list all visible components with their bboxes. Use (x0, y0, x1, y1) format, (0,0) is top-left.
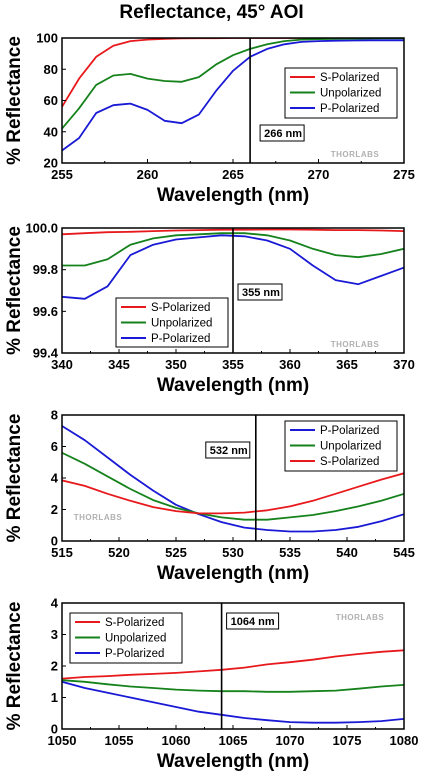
y-tick-label: 2 (51, 502, 58, 517)
series-line-unpolarized (62, 451, 404, 521)
x-tick-label: 545 (393, 545, 415, 560)
x-tick-label: 535 (279, 545, 301, 560)
x-tick-label: 525 (165, 545, 187, 560)
y-tick-label: 0 (51, 534, 58, 549)
legend-entry: S-Polarized (320, 72, 379, 84)
y-axis-label: % Reflectance (4, 36, 25, 165)
legend-entry: Unpolarized (320, 88, 381, 100)
series-line-p-polarized (62, 39, 404, 152)
y-tick-label: 99.4 (33, 346, 59, 361)
y-tick-label: 40 (44, 124, 58, 139)
x-axis-label: Wavelength (nm) (157, 185, 309, 206)
legend: S-Polarized Unpolarized P-Polarized (284, 67, 398, 119)
x-tick-label: 365 (336, 357, 358, 372)
legend-entry: P-Polarized (105, 648, 164, 660)
y-axis-label: % Reflectance (4, 602, 25, 731)
x-tick-label: 265 (222, 167, 244, 182)
marker-label: 355 nm (242, 287, 280, 299)
x-tick-label: 1060 (162, 733, 191, 748)
series-line-s-polarized (62, 472, 404, 515)
marker-label-box (237, 283, 283, 301)
y-axis-label: % Reflectance (4, 226, 25, 355)
y-tick-label: 6 (51, 439, 58, 454)
legend-entry: Unpolarized (151, 318, 212, 330)
x-tick-label: 275 (393, 167, 415, 182)
legend-entry: P-Polarized (320, 103, 379, 115)
series-line-p-polarized (62, 680, 404, 724)
y-tick-label: 99.6 (33, 304, 58, 319)
x-tick-label: 360 (279, 357, 301, 372)
x-tick-label: 350 (165, 357, 187, 372)
y-tick-label: 1 (51, 690, 58, 705)
series-line-unpolarized (62, 679, 404, 693)
x-tick-label: 370 (393, 357, 415, 372)
y-tick-label: 99.8 (33, 262, 58, 277)
series-line-s-polarized (62, 38, 404, 108)
page-title: Reflectance, 45° AOI (119, 2, 304, 23)
x-tick-label: 515 (51, 545, 73, 560)
x-tick-label: 1080 (390, 733, 419, 748)
watermark-logo: THORLABS (74, 513, 123, 522)
marker-label-box (226, 612, 280, 630)
chart-panel-4: THORLABS 1064 nm 1050 1055 1060 1065 1070 1075 1… (4, 596, 418, 773)
x-tick-label: 270 (308, 167, 330, 182)
y-axis-label: % Reflectance (4, 414, 25, 543)
y-tick-label: 20 (44, 156, 58, 171)
y-tick-label: 60 (44, 93, 58, 108)
y-tick-label: 3 (51, 627, 58, 642)
y-tick-label: 4 (51, 596, 59, 611)
chart-panel-3: THORLABS 532 nm 515 520 525 530 535 540 545 0 2 4 6 8… (4, 408, 415, 585)
legend: P-Polarized Unpolarized S-Polarized (284, 420, 398, 472)
legend-entry: P-Polarized (151, 333, 210, 345)
legend-entry: S-Polarized (105, 617, 164, 629)
x-axis-label: Wavelength (nm) (157, 375, 309, 396)
x-tick-label: 1065 (219, 733, 248, 748)
watermark-logo: THORLABS (331, 340, 380, 349)
series-line-p-polarized (62, 425, 404, 533)
x-tick-label: 1070 (276, 733, 305, 748)
legend-entry: Unpolarized (320, 441, 381, 453)
marker-label: 532 nm (210, 445, 248, 457)
chart-panel-2: THORLABS 355 nm 340 345 350 355 360 365 370 99.4 9… (4, 221, 415, 397)
x-tick-label: 540 (336, 545, 358, 560)
x-tick-label: 260 (137, 167, 159, 182)
legend-entry: S-Polarized (151, 302, 210, 314)
legend: S-Polarized Unpolarized P-Polarized (115, 297, 229, 348)
marker-label: 1064 nm (231, 616, 275, 628)
x-tick-label: 355 (222, 357, 244, 372)
y-tick-label: 8 (51, 408, 58, 423)
y-tick-label: 100 (36, 31, 58, 46)
chart-panel-1: THORLABS 266 nm 255 260 265 270 275 20 40 60 80 100… (4, 31, 415, 207)
watermark-logo: THORLABS (336, 613, 385, 622)
x-tick-label: 1075 (333, 733, 362, 748)
x-tick-label: 1050 (48, 733, 77, 748)
x-axis-label: Wavelength (nm) (157, 751, 309, 772)
legend-entry: S-Polarized (320, 456, 379, 468)
y-tick-label: 80 (44, 62, 58, 77)
marker-label-box (259, 124, 305, 142)
watermark-logo: THORLABS (331, 150, 380, 159)
marker-label-box (205, 441, 251, 459)
y-tick-label: 4 (51, 471, 59, 486)
legend: S-Polarized Unpolarized P-Polarized (69, 612, 183, 664)
x-tick-label: 345 (108, 357, 130, 372)
series-line-s-polarized (62, 649, 404, 680)
y-tick-label: 100.0 (25, 221, 58, 236)
x-tick-label: 530 (222, 545, 244, 560)
x-tick-label: 255 (51, 167, 73, 182)
y-tick-label: 0 (51, 722, 58, 737)
legend-entry: P-Polarized (320, 425, 379, 437)
x-tick-label: 1055 (105, 733, 134, 748)
legend-entry: Unpolarized (105, 633, 166, 645)
y-tick-label: 2 (51, 659, 58, 674)
x-tick-label: 340 (51, 357, 73, 372)
marker-label: 266 nm (264, 128, 302, 140)
x-axis-label: Wavelength (nm) (157, 563, 309, 584)
x-tick-label: 520 (108, 545, 130, 560)
